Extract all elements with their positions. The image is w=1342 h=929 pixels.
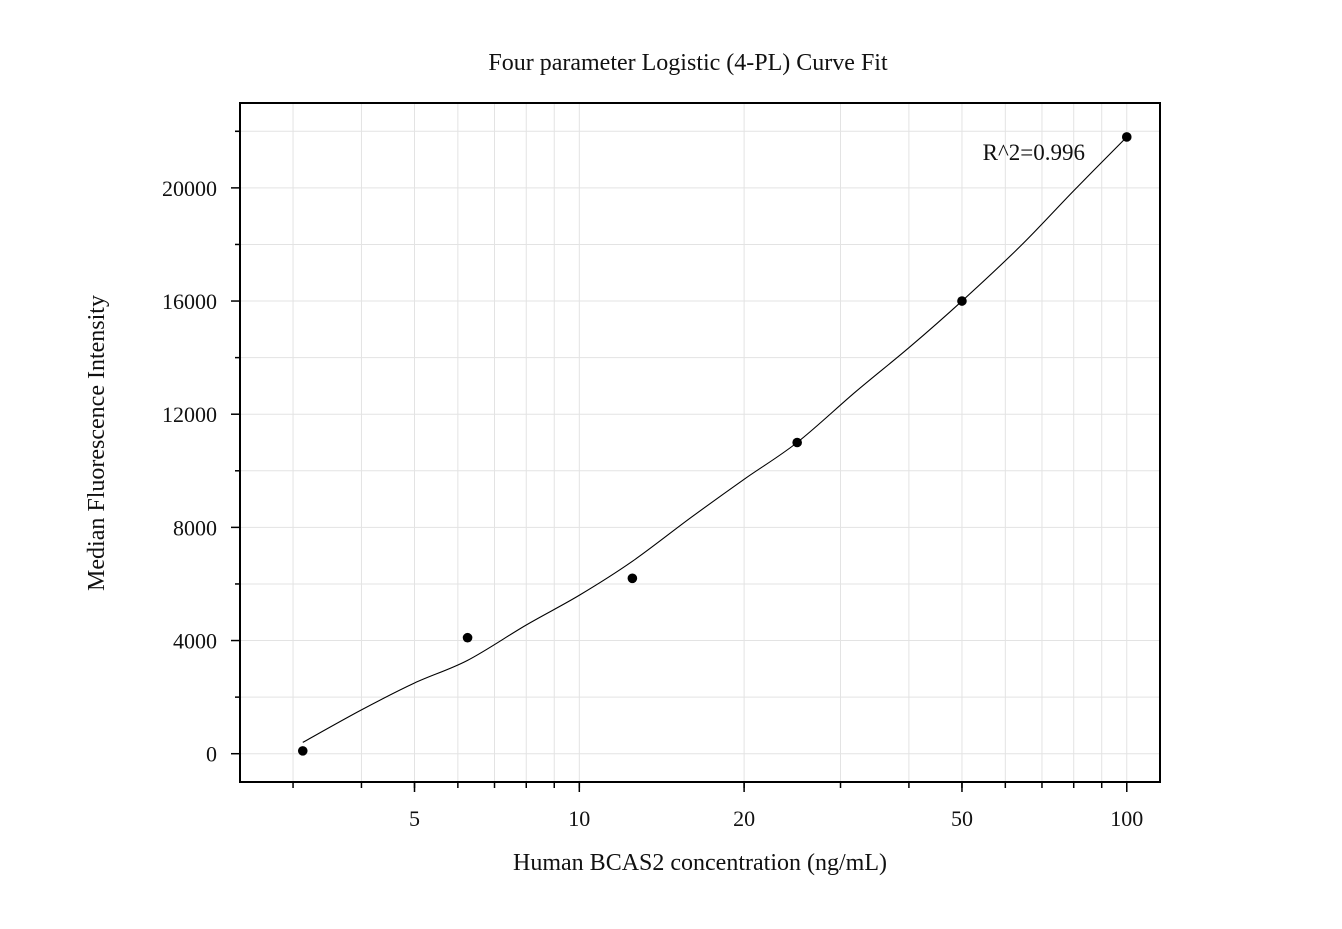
y-tick-label: 4000 [173, 629, 217, 654]
x-tick-label: 100 [1110, 806, 1143, 831]
y-axis-label: Median Fluorescence Intensity [84, 295, 110, 591]
x-tick-labels: 5 10 20 50 100 [409, 806, 1143, 831]
fit-curve-line [302, 136, 1128, 743]
y-tick-label: 8000 [173, 515, 217, 540]
grid-lines [240, 103, 1160, 782]
data-point [1121, 132, 1132, 142]
y-tick-label: 16000 [162, 289, 217, 314]
y-tick-label: 20000 [162, 176, 217, 201]
y-tick-label: 12000 [162, 402, 217, 427]
y-tick-labels: 0 4000 8000 12000 16000 20000 [162, 176, 217, 767]
data-point [627, 573, 638, 584]
data-point [957, 296, 967, 306]
data-point [462, 632, 473, 643]
axis-ticks [231, 130, 1128, 792]
plot-frame [239, 102, 1161, 783]
x-tick-label: 10 [568, 806, 590, 831]
data-point [792, 437, 802, 448]
x-tick-label: 5 [409, 806, 420, 831]
x-tick-label: 50 [951, 806, 973, 831]
r-squared-annotation: R^2=0.996 [983, 140, 1085, 165]
chart-title: Four parameter Logistic (4-PL) Curve Fit [488, 50, 888, 76]
data-point [297, 746, 308, 756]
y-tick-label: 0 [206, 742, 217, 767]
x-tick-label: 20 [733, 806, 755, 831]
x-axis-label: Human BCAS2 concentration (ng/mL) [513, 850, 887, 876]
data-points [297, 132, 1132, 756]
